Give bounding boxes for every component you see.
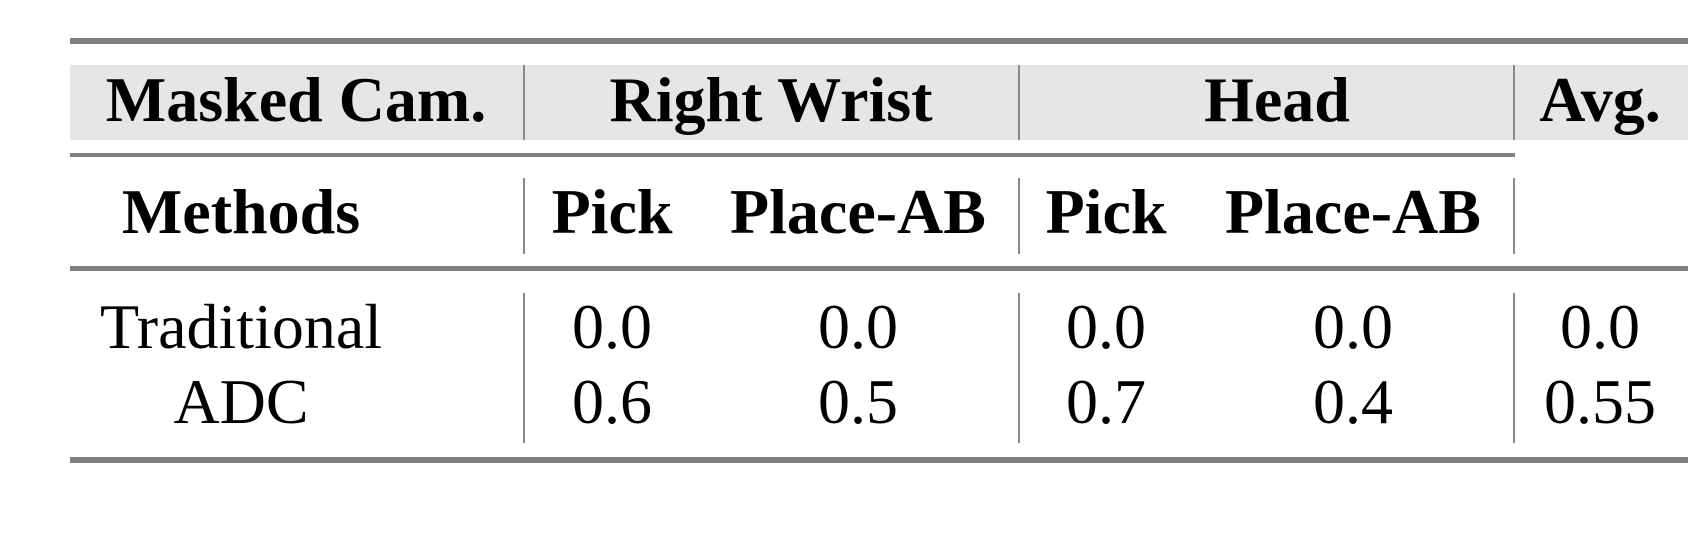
header-task: Place-AB bbox=[730, 176, 986, 247]
value-cell: 0.7 bbox=[1066, 366, 1146, 437]
divider bbox=[523, 293, 525, 443]
value-cell: 0.6 bbox=[572, 366, 652, 437]
value-cell: 0.5 bbox=[818, 366, 898, 437]
header-methods: Methods bbox=[121, 176, 361, 247]
value-cell: 0.4 bbox=[1313, 366, 1393, 437]
value-cell: 0.0 bbox=[1066, 291, 1146, 362]
value-cell: 0.0 bbox=[818, 291, 898, 362]
bottom-rule bbox=[70, 457, 1688, 463]
value-cell: 0.0 bbox=[572, 291, 652, 362]
header-task: Pick bbox=[1045, 176, 1167, 247]
header-band bbox=[70, 65, 1688, 140]
avg-cell: 0.0 bbox=[1560, 291, 1640, 362]
divider bbox=[1513, 65, 1515, 140]
header-head: Head bbox=[1204, 64, 1350, 135]
method-name: Traditional bbox=[99, 291, 383, 362]
header-task: Pick bbox=[551, 176, 673, 247]
group-rule bbox=[70, 153, 1515, 157]
avg-cell: 0.55 bbox=[1544, 366, 1656, 437]
divider bbox=[1018, 178, 1020, 254]
method-name: ADC bbox=[173, 366, 309, 437]
divider bbox=[1018, 65, 1020, 140]
divider bbox=[1513, 293, 1515, 443]
divider bbox=[523, 65, 525, 140]
divider bbox=[523, 178, 525, 254]
divider bbox=[1513, 178, 1515, 254]
divider bbox=[1018, 293, 1020, 443]
header-task: Place-AB bbox=[1225, 176, 1481, 247]
top-rule bbox=[70, 38, 1688, 44]
header-avg: Avg. bbox=[1539, 64, 1661, 135]
mid-rule bbox=[70, 266, 1688, 271]
header-right-wrist: Right Wrist bbox=[609, 64, 933, 135]
value-cell: 0.0 bbox=[1313, 291, 1393, 362]
header-masked-cam: Masked Cam. bbox=[105, 64, 487, 135]
